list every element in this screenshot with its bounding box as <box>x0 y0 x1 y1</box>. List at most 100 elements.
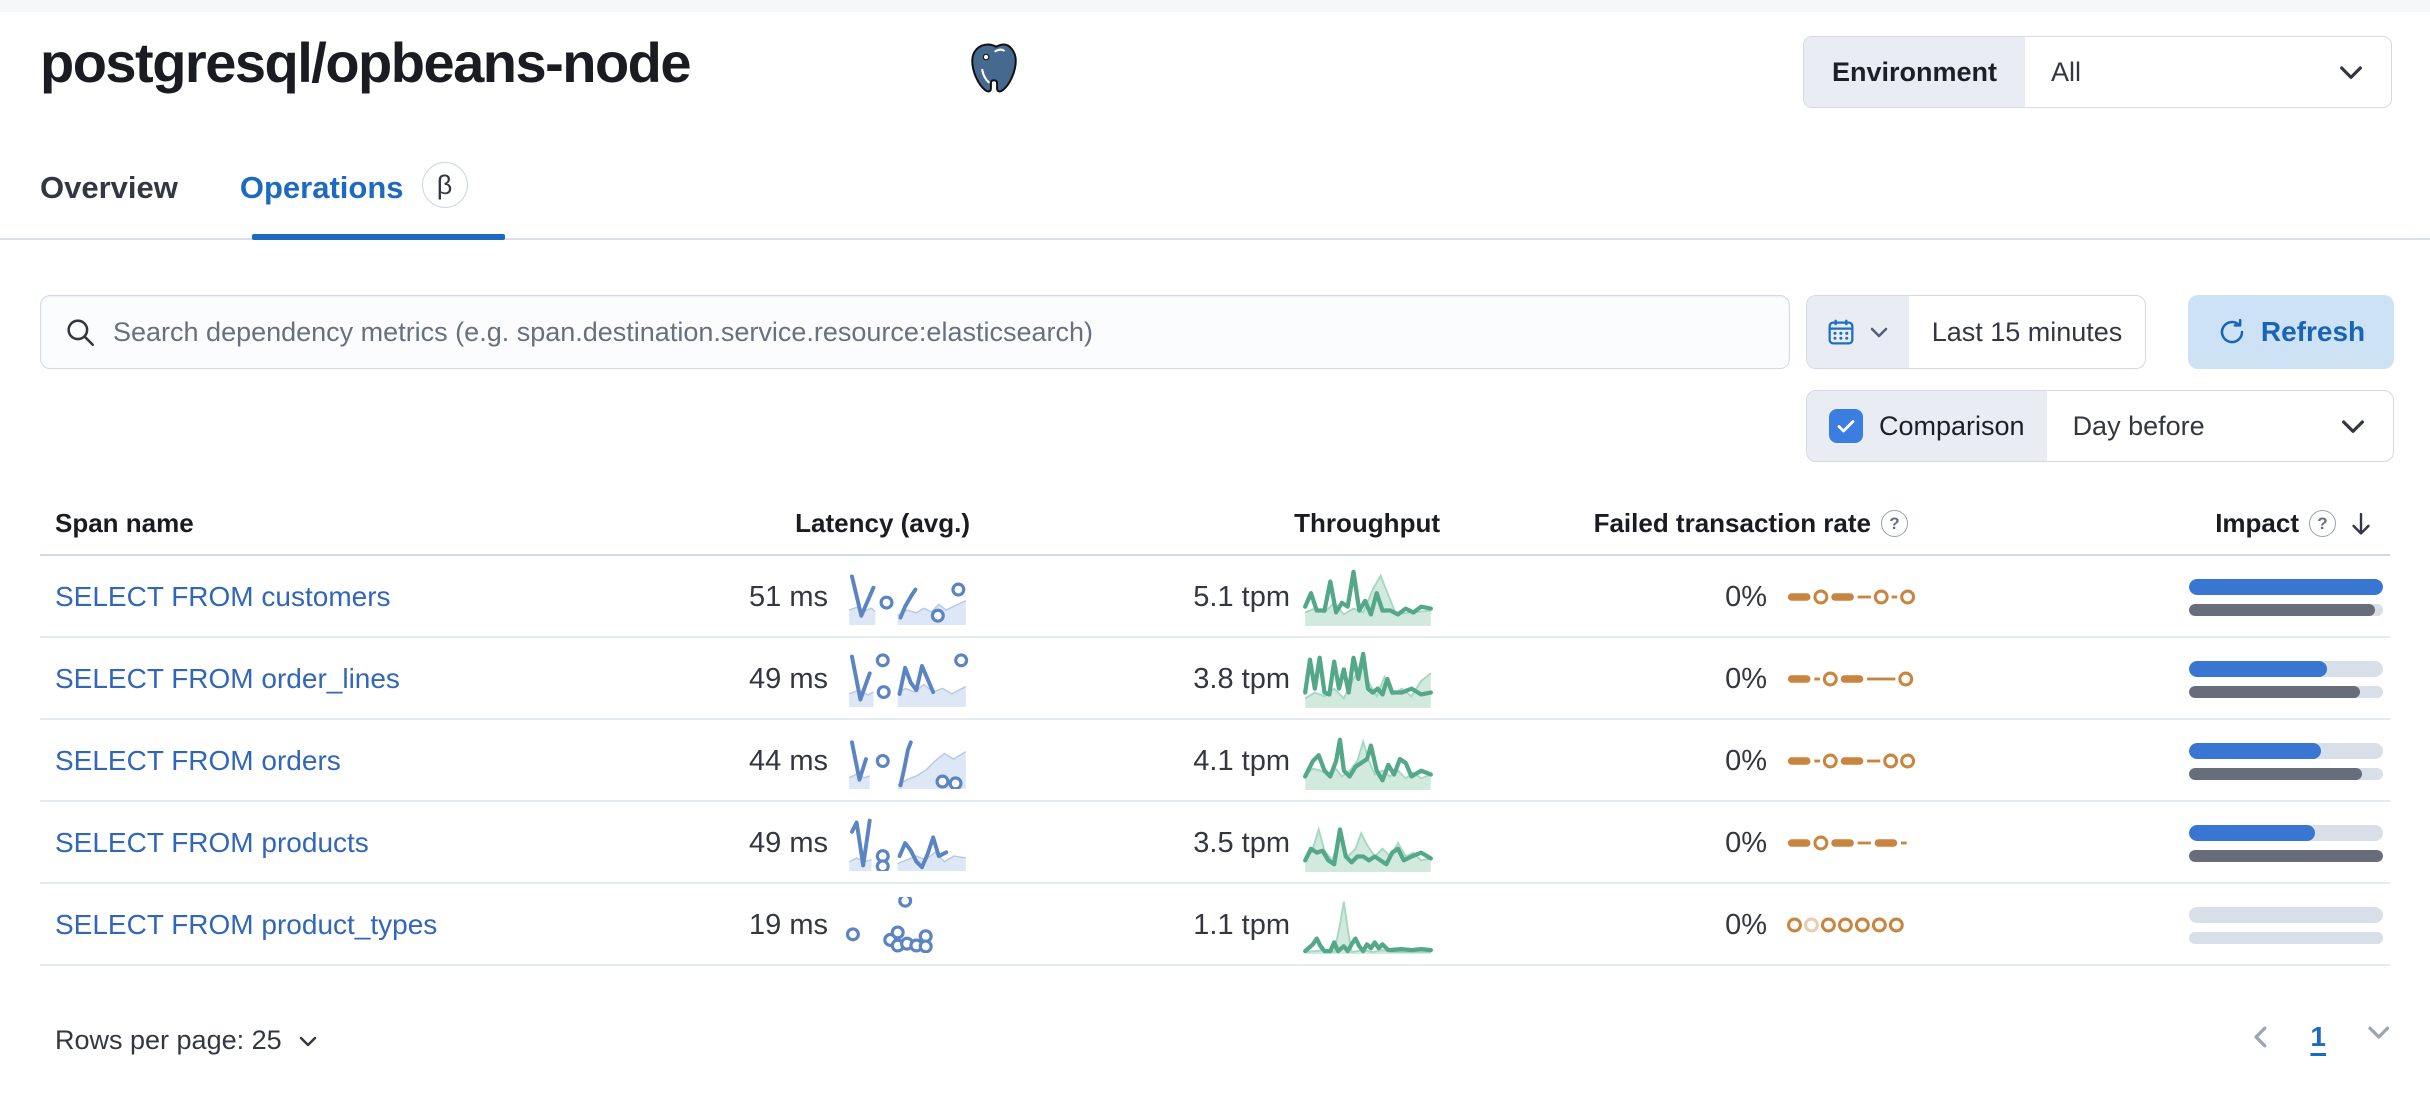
calendar-icon <box>1825 316 1857 348</box>
page-title: postgresql/opbeans-node <box>40 31 692 94</box>
table-row: SELECT FROM product_types 19 ms 1.1 tpm … <box>40 884 2390 966</box>
span-name-link[interactable]: SELECT FROM customers <box>55 581 391 612</box>
table-row: SELECT FROM order_lines 49 ms 3.8 tpm 0% <box>40 638 2390 720</box>
comparison-toggle[interactable]: Comparison <box>1807 391 2047 461</box>
refresh-button[interactable]: Refresh <box>2188 295 2394 369</box>
impact-bars <box>2189 720 2383 802</box>
impact-bar-current <box>2189 578 2383 595</box>
top-strip <box>0 0 2430 12</box>
previous-page-button[interactable] <box>2246 1022 2276 1052</box>
time-range-picker[interactable]: Last 15 minutes <box>1806 295 2146 369</box>
table-row: SELECT FROM products 49 ms 3.5 tpm 0% <box>40 802 2390 884</box>
impact-bars <box>2189 556 2383 638</box>
next-page-button[interactable] <box>2360 1022 2390 1052</box>
span-name-link[interactable]: SELECT FROM order_lines <box>55 663 400 694</box>
throughput-sparkline <box>1302 802 1434 884</box>
latency-sparkline <box>845 720 970 802</box>
tab-overview[interactable]: Overview <box>40 170 178 205</box>
search-input[interactable] <box>113 316 1767 348</box>
throughput-sparkline <box>1302 638 1434 720</box>
column-header-impact[interactable]: Impact ? <box>2140 508 2376 539</box>
comparison-control: Comparison Day before <box>1806 390 2394 462</box>
impact-bar-previous <box>2189 767 2383 780</box>
throughput-sparkline <box>1302 720 1434 802</box>
span-name-link[interactable]: SELECT FROM products <box>55 827 369 858</box>
span-name-link[interactable]: SELECT FROM orders <box>55 745 341 776</box>
table-row: SELECT FROM orders 44 ms 4.1 tpm 0% <box>40 720 2390 802</box>
page-number-1[interactable]: 1 <box>2310 1021 2326 1052</box>
impact-bar-current <box>2189 660 2383 677</box>
search-bar[interactable] <box>40 295 1790 369</box>
comparison-checkbox[interactable] <box>1829 409 1863 443</box>
tab-bar: Overview Operations β <box>40 162 468 246</box>
active-tab-underline <box>252 234 505 240</box>
comparison-label: Comparison <box>1879 410 2025 441</box>
failed-rate-value: 0% <box>1725 744 1767 777</box>
refresh-icon <box>2217 317 2247 347</box>
impact-bar-previous <box>2189 685 2383 698</box>
impact-bar-current <box>2189 906 2383 923</box>
environment-filter-label: Environment <box>1803 37 2025 107</box>
quick-select-menu-button[interactable] <box>1807 296 1909 368</box>
column-header-failed-rate[interactable]: Failed transaction rate ? <box>1540 508 1908 539</box>
table-footer: Rows per page: 25 1 <box>40 1015 2390 1075</box>
table-header-row: Span name Latency (avg.) Throughput Fail… <box>40 500 2390 556</box>
tab-divider <box>0 238 2430 240</box>
latency-sparkline <box>845 884 970 966</box>
search-icon <box>63 315 97 349</box>
environment-filter[interactable]: Environment All <box>1802 36 2392 108</box>
impact-bar-previous <box>2189 603 2383 616</box>
pagination: 1 <box>2246 1021 2390 1053</box>
throughput-value: 4.1 tpm <box>1193 744 1290 777</box>
latency-value: 49 ms <box>749 826 828 859</box>
throughput-value: 1.1 tpm <box>1193 908 1290 941</box>
tab-operations[interactable]: Operations β <box>240 162 468 246</box>
latency-value: 51 ms <box>749 580 828 613</box>
failed-rate-value: 0% <box>1725 826 1767 859</box>
operations-table: Span name Latency (avg.) Throughput Fail… <box>40 500 2390 966</box>
impact-bars <box>2189 802 2383 884</box>
throughput-sparkline <box>1302 884 1434 966</box>
environment-filter-value[interactable]: All <box>2051 56 2082 87</box>
time-range-value[interactable]: Last 15 minutes <box>1931 316 2123 347</box>
failed-rate-sparkline <box>1786 884 1918 966</box>
failed-rate-sparkline <box>1786 720 1918 802</box>
impact-bar-previous <box>2189 849 2383 862</box>
table-row: SELECT FROM customers 51 ms 5.1 tpm 0% <box>40 556 2390 638</box>
throughput-value: 3.5 tpm <box>1193 826 1290 859</box>
failed-rate-sparkline <box>1786 802 1918 884</box>
latency-value: 19 ms <box>749 908 828 941</box>
impact-bars <box>2189 884 2383 966</box>
failed-rate-sparkline <box>1786 638 1918 720</box>
failed-rate-value: 0% <box>1725 580 1767 613</box>
latency-value: 49 ms <box>749 662 828 695</box>
postgresql-elephant-icon <box>965 40 1023 98</box>
column-header-span-name[interactable]: Span name <box>55 508 194 538</box>
impact-bar-current <box>2189 742 2383 759</box>
impact-bars <box>2189 638 2383 720</box>
throughput-sparkline <box>1302 556 1434 638</box>
latency-sparkline <box>845 802 970 884</box>
column-header-throughput[interactable]: Throughput <box>1294 508 1440 538</box>
impact-bar-current <box>2189 824 2383 841</box>
chevron-down-icon <box>1867 320 1891 344</box>
table-body: SELECT FROM customers 51 ms 5.1 tpm 0% S… <box>40 556 2390 966</box>
rows-per-page-button[interactable]: Rows per page: 25 <box>55 1025 320 1056</box>
chevron-down-icon <box>2335 37 2391 107</box>
sort-descending-icon <box>2346 509 2376 539</box>
failed-rate-value: 0% <box>1725 908 1767 941</box>
question-in-circle-icon: ? <box>2309 510 2336 537</box>
span-name-link[interactable]: SELECT FROM product_types <box>55 909 438 940</box>
latency-value: 44 ms <box>749 744 828 777</box>
impact-bar-previous <box>2189 931 2383 944</box>
failed-rate-value: 0% <box>1725 662 1767 695</box>
chevron-down-icon <box>2337 391 2393 461</box>
beta-badge: β <box>421 162 468 208</box>
question-in-circle-icon: ? <box>1881 510 1908 537</box>
latency-sparkline <box>845 556 970 638</box>
latency-sparkline <box>845 638 970 720</box>
throughput-value: 5.1 tpm <box>1193 580 1290 613</box>
comparison-select-value[interactable]: Day before <box>2072 410 2205 441</box>
column-header-latency[interactable]: Latency (avg.) <box>795 508 970 538</box>
